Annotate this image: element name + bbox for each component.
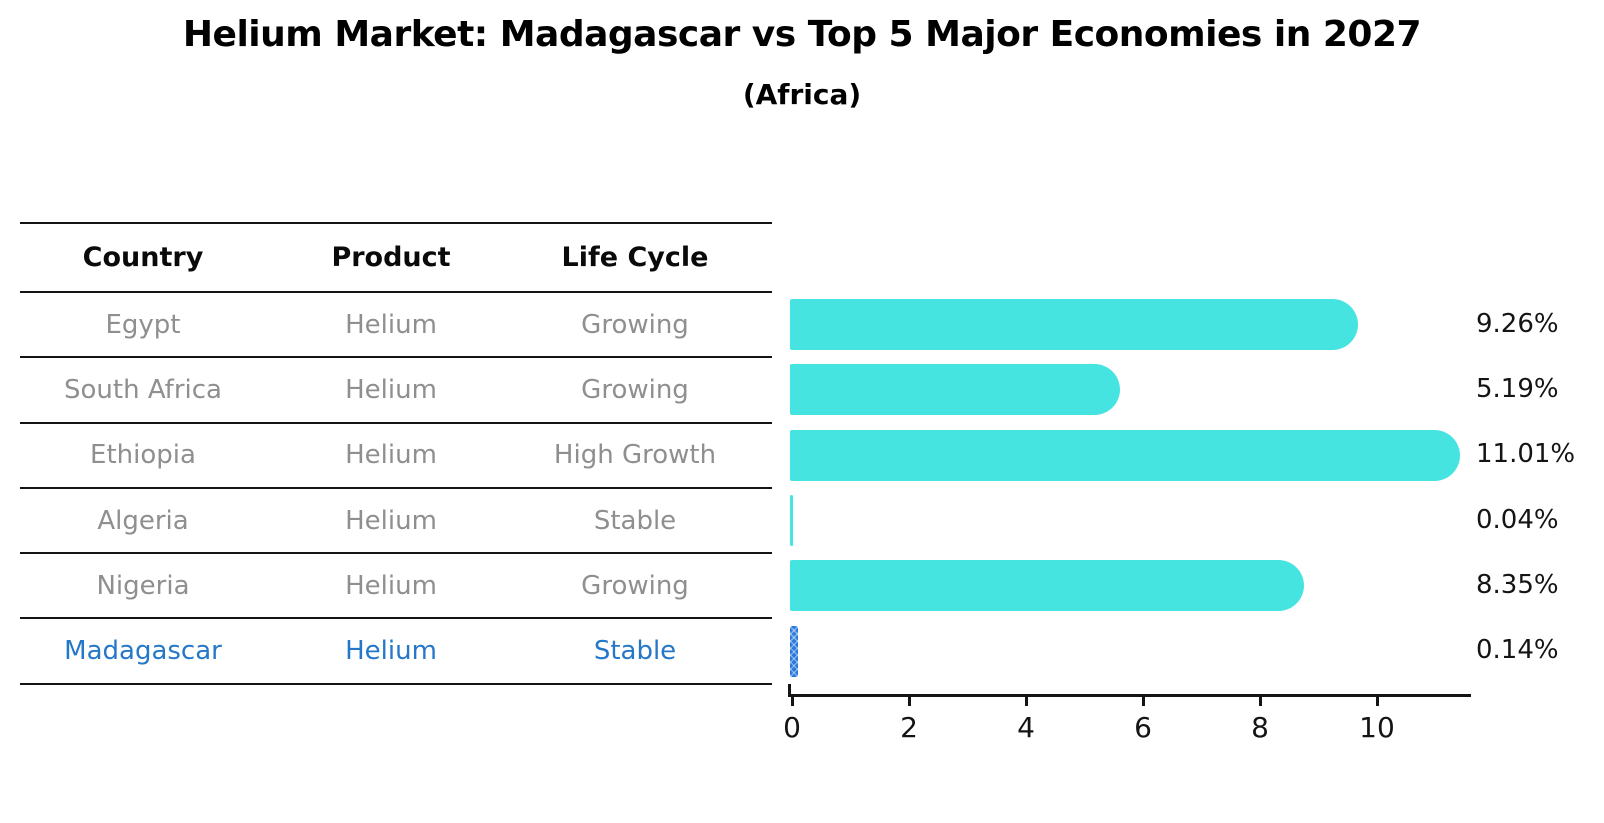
value-label: 9.26% — [1476, 308, 1559, 339]
product-cell: Helium — [345, 309, 437, 340]
country-cell: Madagascar — [64, 636, 222, 667]
table-header-country: Country — [82, 242, 204, 273]
x-tick-label: 6 — [1134, 711, 1152, 744]
x-tick-mark — [791, 697, 794, 706]
x-tick-mark — [1376, 697, 1379, 706]
life-cycle-cell: Stable — [593, 636, 677, 667]
x-tick-label: 4 — [1017, 711, 1035, 744]
product-cell: Helium — [345, 505, 437, 536]
product-cell: Helium — [345, 636, 437, 667]
table-row: Algeria Helium Stable — [20, 489, 772, 555]
x-tick-mark — [1259, 697, 1262, 706]
product-cell: Helium — [345, 570, 437, 601]
x-tick-mark — [908, 697, 911, 706]
x-tick-mark — [1142, 697, 1145, 706]
table-row: Ethiopia Helium High Growth — [20, 424, 772, 489]
table-header-product: Product — [331, 242, 451, 273]
country-cell: South Africa — [64, 374, 222, 405]
value-label: 0.04% — [1476, 504, 1559, 535]
table-row: Madagascar Helium Stable — [20, 619, 772, 685]
chart-title: Helium Market: Madagascar vs Top 5 Major… — [182, 14, 1422, 55]
bar-nigeria — [790, 560, 1305, 612]
x-axis-line — [788, 694, 1471, 697]
comparison-table: Country Product Life Cycle Egypt Helium Growi… — [20, 222, 772, 685]
bar-algeria — [790, 495, 793, 547]
chart-subtitle: (Africa) — [742, 78, 862, 111]
life-cycle-cell: Growing — [581, 374, 689, 405]
x-tick-label: 2 — [900, 711, 918, 744]
value-label: 11.01% — [1476, 439, 1576, 470]
x-tick-label: 8 — [1251, 711, 1269, 744]
x-tick-label: 10 — [1359, 711, 1395, 744]
x-axis-corner-stub — [788, 684, 791, 696]
product-cell: Helium — [345, 374, 437, 405]
country-cell: Nigeria — [96, 570, 190, 601]
product-cell: Helium — [345, 440, 437, 471]
life-cycle-cell: Growing — [581, 570, 689, 601]
x-tick-label: 0 — [783, 711, 801, 744]
table-row: South Africa Helium Growing — [20, 358, 772, 424]
bar-madagascar — [790, 625, 799, 677]
table-header-life-cycle: Life Cycle — [561, 242, 709, 273]
x-tick-mark — [1025, 697, 1028, 706]
table-header-row: Country Product Life Cycle — [20, 224, 772, 293]
country-cell: Ethiopia — [90, 440, 196, 471]
bar-egypt — [790, 299, 1358, 351]
country-cell: Algeria — [97, 505, 189, 536]
country-cell: Egypt — [105, 309, 181, 340]
value-label: 8.35% — [1476, 569, 1559, 600]
bar-south-africa — [790, 364, 1120, 416]
bar-ethiopia — [790, 429, 1461, 481]
table-row: Nigeria Helium Growing — [20, 554, 772, 620]
life-cycle-cell: Stable — [593, 505, 677, 536]
value-label: 5.19% — [1476, 373, 1559, 404]
life-cycle-cell: Growing — [581, 309, 689, 340]
value-label: 0.14% — [1476, 635, 1559, 666]
table-row: Egypt Helium Growing — [20, 293, 772, 359]
life-cycle-cell: High Growth — [553, 440, 717, 471]
